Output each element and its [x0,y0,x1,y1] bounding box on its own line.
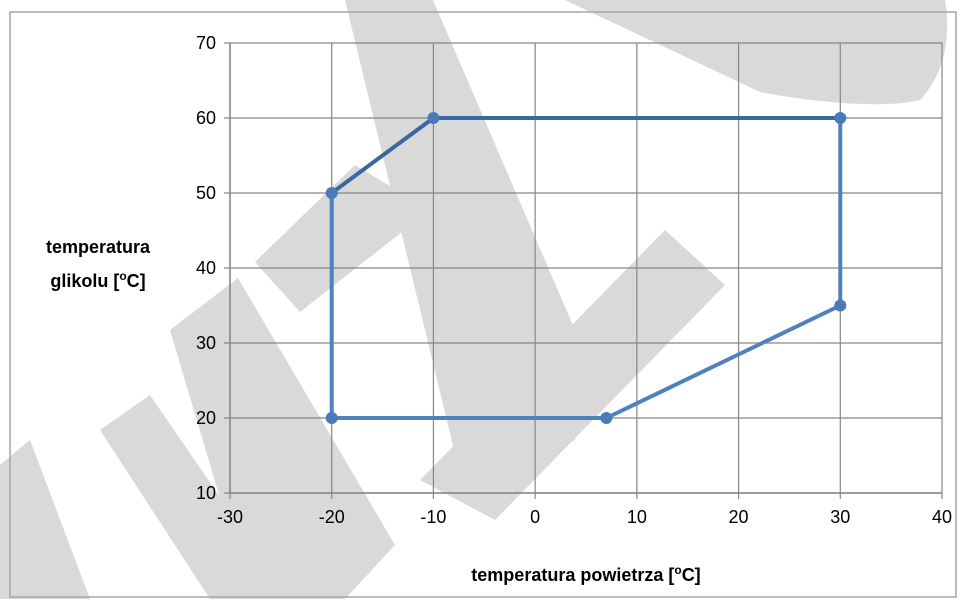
chart-frame [9,11,957,598]
watermark-shape [0,440,90,599]
x-axis-title-end: C] [682,565,701,585]
series-layer [325,112,847,424]
y-axis-title-main: glikolu [ [50,271,119,291]
data-point [325,187,338,199]
data-point [427,112,440,124]
y-tick-label: 20 [196,408,216,428]
watermark-shape [255,165,430,312]
x-tick-label: 10 [627,507,647,527]
watermark-shape [565,0,948,105]
y-tick-label: 30 [196,333,216,353]
x-axis-title-sup: o [674,563,681,577]
data-point [834,299,847,312]
x-tick-label: 0 [530,507,540,527]
x-tick-label: -20 [319,507,345,527]
y-tick-label: 40 [196,258,216,278]
axis-titles: temperatura powietrza [oC] temperatura g… [46,237,701,585]
watermark-shape [420,230,725,520]
data-point [600,412,613,424]
x-axis-title-main: temperatura powietrza [ [471,565,674,585]
y-axis-title-line1: temperatura [46,237,151,257]
y-axis-title-end: C] [127,271,146,291]
x-tick-label: -30 [217,507,243,527]
x-tick-label: -10 [420,507,446,527]
data-point [325,412,338,424]
watermark [0,0,948,599]
y-tick-label: 60 [196,108,216,128]
y-tick-label: 50 [196,183,216,203]
y-tick-label: 70 [196,33,216,53]
data-point [834,112,847,124]
y-axis-title-line2: glikolu [oC] [50,269,145,291]
series-line-segment [604,303,843,420]
y-tick-label: 10 [196,483,216,503]
grid [224,42,943,499]
tick-labels: -30 -20 -10 0 10 20 30 40 10 20 30 40 50 60 70 [196,33,952,527]
y-axis-title-sup: o [119,269,126,283]
x-tick-label: 20 [729,507,749,527]
x-tick-label: 30 [830,507,850,527]
watermark-shape [100,395,290,599]
x-axis-title: temperatura powietrza [oC] [471,563,700,585]
series-line-segment [329,116,436,195]
x-tick-label: 40 [932,507,952,527]
